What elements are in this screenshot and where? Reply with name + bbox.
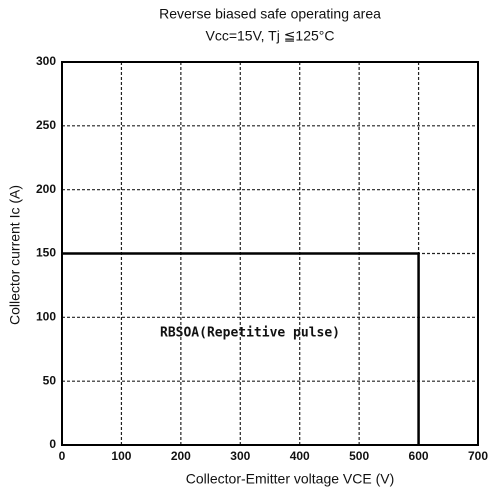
y-tick-label: 300 [36,54,56,68]
x-tick-label: 500 [349,449,369,463]
y-tick-label: 250 [36,118,56,132]
y-tick-label: 150 [36,246,56,260]
x-tick-label: 300 [230,449,250,463]
y-tick-label: 100 [36,310,56,324]
annotation: RBSOA(Repetitive pulse) [160,326,340,341]
x-tick-label: 100 [111,449,131,463]
y-axis-label: Collector current Ic (A) [7,185,23,325]
x-tick-label: 700 [468,449,488,463]
x-tick-label: 200 [171,449,191,463]
y-tick-label: 50 [43,373,57,387]
x-tick-label: 600 [409,449,429,463]
series-line [62,252,420,445]
y-tick-label: 0 [49,437,56,451]
x-axis-label: Collector-Emitter voltage VCE (V) [186,471,395,487]
chart-title: Reverse biased safe operating area [159,6,381,22]
chart-subtitle: Vcc=15V, Tj ≦125°C [205,28,334,44]
x-tick-label: 400 [290,449,310,463]
y-tick-label: 200 [36,182,56,196]
x-tick-label: 0 [59,449,66,463]
